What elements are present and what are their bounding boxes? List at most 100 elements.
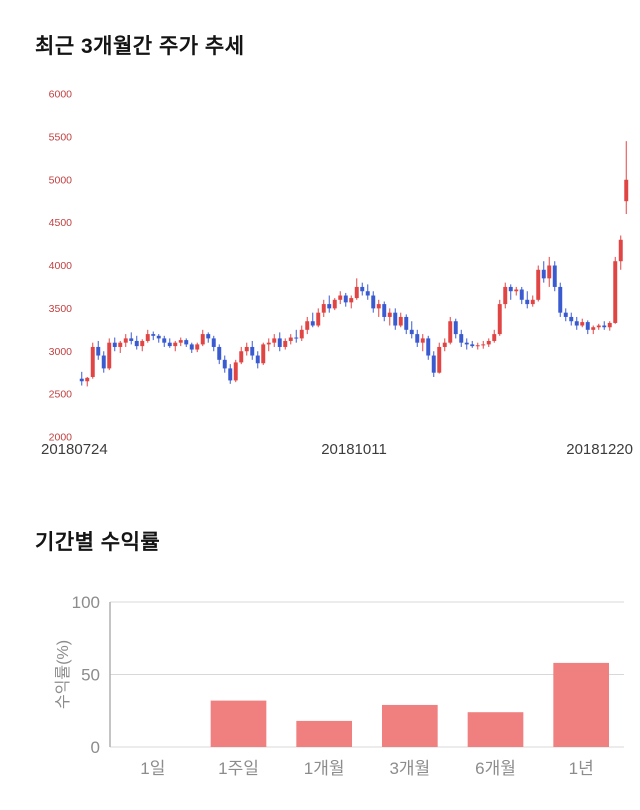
candle-down [519,289,524,300]
candle-up [497,304,502,335]
candle-down [167,342,172,347]
candle-down [255,355,260,364]
candle-up [607,322,612,328]
candle-up [486,340,491,345]
candle-up [536,269,541,300]
candle-up [107,342,112,369]
candle-up [338,295,343,300]
candle-down [470,344,475,347]
candle-up [442,342,447,347]
x-axis-date-label: 20181011 [321,441,387,458]
candle-up [580,322,585,326]
y-axis-tick-label: 0 [91,738,100,757]
candle-down [569,316,574,322]
candle-down [294,337,299,339]
candle-down [156,335,161,339]
candle-down [602,325,607,328]
candle-up [299,329,304,339]
y-axis-tick-label: 6000 [49,89,73,101]
candle-down [101,355,106,369]
returns-bar-chart: 0 50 100 수익률(%) 1일 1주일 1개월 3개월 6개월 1년 [54,593,624,778]
candle-down [112,342,117,347]
candle-up [90,346,95,377]
y-axis-tick-label: 100 [72,593,100,612]
candle-down [426,338,431,356]
candle-up [305,321,310,330]
candle-down [453,321,458,335]
candle-down [327,304,332,309]
candle-down [585,322,590,330]
candle-down [189,344,194,350]
candle-up [173,342,178,347]
price-candlestick-chart: 2000 2500 3000 3500 4000 4500 5000 5500 6000 2018… [41,89,633,459]
candle-up [387,312,392,317]
candle-down [228,368,233,381]
candle-up [140,340,145,347]
candle-down [563,312,568,317]
candle-up [596,325,601,328]
candle-up [332,299,337,309]
candle-down [129,338,134,341]
x-axis-category-label: 6개월 [475,759,516,778]
y-axis-tick-label: 5500 [49,131,73,143]
candle-up [266,342,271,345]
candle-down [184,340,189,345]
candle-up [398,316,403,326]
candle-up [178,340,183,343]
x-axis-category-label: 1일 [140,759,165,778]
y-axis-title: 수익률(%) [54,640,72,709]
candle-up [448,321,453,343]
candle-up [272,338,277,343]
candle-down [250,346,255,356]
x-axis-category-label: 1년 [569,759,594,778]
candle-up [123,338,128,343]
return-bar [296,720,353,747]
candle-down [360,286,365,292]
candle-down [343,295,348,303]
candle-up [354,286,359,299]
candle-down [310,321,315,326]
candle-up [233,362,238,381]
candle-up [321,304,326,313]
candle-up [437,346,442,373]
candle-down [431,355,436,373]
candle-down [79,378,84,382]
x-axis-date-label: 20181220 [566,441,633,458]
y-axis-tick-label: 2000 [49,432,73,444]
candle-up [481,344,486,346]
candle-down [217,346,222,360]
candle-down [552,265,557,287]
candle-up [118,342,123,347]
candle-down [574,321,579,326]
x-axis-category-label: 1주일 [218,759,259,778]
return-bar [210,700,267,747]
candle-down [393,312,398,326]
candle-up [624,179,629,202]
candle-down [277,338,282,347]
y-axis-tick-label: 3500 [49,303,73,315]
candle-up [261,344,266,364]
candle-down [222,359,227,369]
y-axis-tick-label: 3000 [49,346,73,358]
x-axis-date-label: 20180724 [41,441,108,458]
return-bar [381,704,438,747]
candle-down [464,342,469,345]
candle-up [85,377,90,382]
returns-chart-title: 기간별 수익률 [35,531,161,554]
candle-down [151,334,156,336]
y-axis-tick-label: 5000 [49,174,73,186]
candle-up [618,239,623,262]
candle-up [288,337,293,341]
candle-up [547,265,552,279]
candle-up [200,334,205,345]
candle-down [96,346,101,356]
candle-down [211,338,216,347]
candle-up [376,304,381,309]
candle-down [382,304,387,317]
candle-up [283,340,288,347]
y-axis-tick-label: 50 [81,666,100,685]
candle-down [525,299,530,305]
candle-up [475,345,480,347]
candle-up [514,289,519,292]
candle-down [162,338,167,343]
